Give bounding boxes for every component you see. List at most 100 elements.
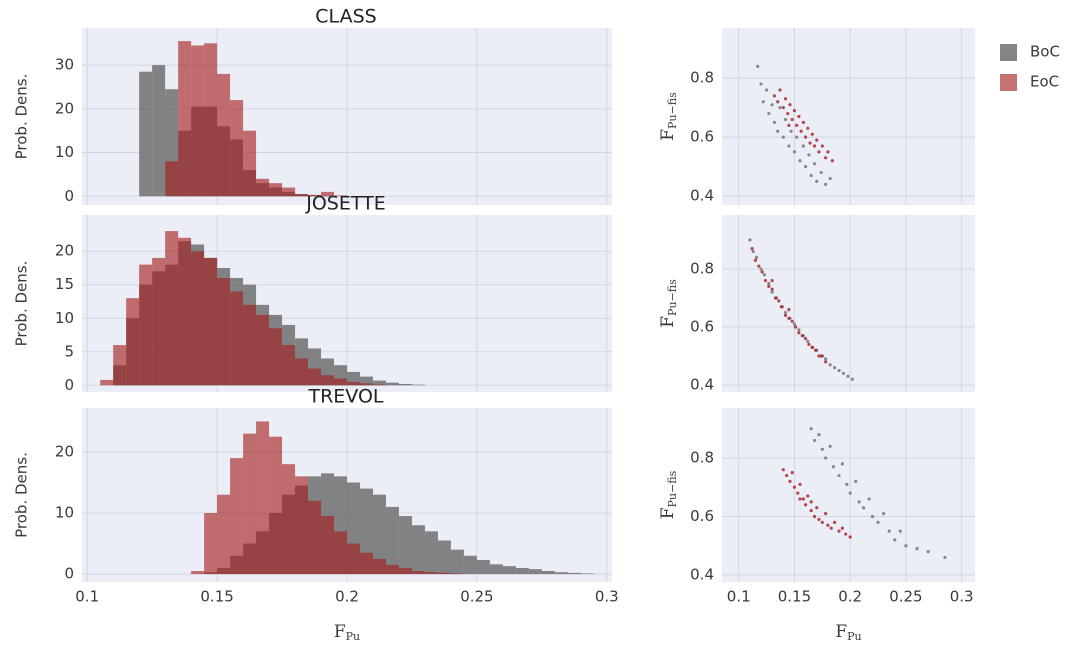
- scatter-point: [861, 506, 866, 510]
- scatter-point: [824, 156, 828, 160]
- y-tick-label: 0: [64, 187, 74, 205]
- histogram-bar: [541, 571, 555, 575]
- scatter-point: [809, 427, 813, 431]
- scatter-point: [887, 529, 891, 533]
- scatter-point: [797, 328, 801, 332]
- histogram-bar: [152, 65, 166, 197]
- scatter-point: [750, 247, 754, 251]
- axis-label: FPu−fis: [658, 470, 680, 519]
- axis-label: FPu: [334, 622, 360, 644]
- scatter-point: [777, 299, 781, 303]
- scatter-point: [814, 348, 818, 352]
- histogram-bar: [347, 543, 360, 575]
- scatter-point: [770, 278, 774, 283]
- axis-label-main: F: [658, 507, 678, 519]
- histogram-bar: [191, 251, 205, 386]
- scatter-point: [783, 313, 788, 317]
- x-tick-label: 0.25: [889, 588, 922, 606]
- scatter-point: [756, 64, 760, 68]
- x-tick-label: 0.2: [838, 588, 862, 606]
- scatter-point: [770, 290, 774, 294]
- scatter-point: [801, 497, 805, 501]
- scatter-point: [850, 377, 855, 381]
- scatter-point: [810, 345, 814, 349]
- scatter-point: [806, 494, 810, 498]
- scatter-point: [820, 447, 824, 451]
- scatter-point: [817, 517, 821, 522]
- scatter-point: [792, 485, 797, 489]
- histogram-bar: [359, 376, 373, 386]
- axis-label: FPu−fis: [658, 92, 680, 141]
- scatter-point: [857, 500, 861, 504]
- scatter-point: [831, 465, 836, 469]
- scatter-point: [824, 357, 828, 361]
- scatter-point: [770, 287, 774, 291]
- scatter-point: [767, 284, 771, 288]
- scatter-point: [824, 360, 828, 364]
- histogram-bar: [204, 513, 218, 575]
- scatter-point: [810, 132, 814, 136]
- scatter-point: [815, 179, 819, 183]
- scatter-point: [772, 94, 776, 98]
- histogram-bar: [243, 130, 257, 197]
- scatter-point: [844, 532, 848, 536]
- axis-label-sub: Pu−fis: [666, 92, 679, 129]
- axis-label-main: F: [658, 316, 678, 328]
- histogram-bar: [372, 380, 386, 386]
- histogram-bar: [139, 264, 153, 386]
- histogram-bar: [152, 257, 166, 386]
- scatter-point: [812, 162, 817, 166]
- chart-title: JOSETTE: [305, 193, 386, 215]
- scatter-point: [801, 120, 805, 124]
- scatter-point: [787, 307, 791, 312]
- histogram-bar: [554, 572, 568, 575]
- scatter-point: [789, 129, 793, 133]
- histogram-bar: [204, 43, 218, 197]
- histogram-bar: [243, 433, 257, 575]
- histogram-bar: [217, 494, 231, 575]
- scatter-point: [798, 159, 802, 163]
- histogram-bar: [139, 71, 153, 197]
- y-tick-label: 20: [55, 442, 74, 460]
- y-tick-label: 0: [64, 565, 74, 583]
- scatter-point: [830, 159, 834, 163]
- scatter-point: [809, 173, 813, 178]
- plot-background: [722, 28, 975, 205]
- y-tick-label: 0.4: [690, 565, 714, 583]
- y-tick-label: 10: [55, 309, 74, 327]
- scatter-point: [848, 535, 852, 539]
- histogram-bar: [243, 304, 257, 386]
- scatter-point: [837, 473, 841, 478]
- histogram-bar: [165, 231, 179, 386]
- histogram-bar: [308, 500, 322, 575]
- histogram-bar: [230, 100, 244, 197]
- scatter-point: [778, 88, 782, 92]
- scatter-point: [840, 526, 844, 530]
- scatter-point: [751, 249, 755, 254]
- scatter-point: [785, 473, 789, 478]
- histogram-bar: [334, 531, 347, 575]
- scatter-point: [787, 123, 791, 127]
- scatter-point: [760, 270, 764, 274]
- histogram-bar: [347, 381, 360, 386]
- x-tick-label: 0.1: [727, 588, 751, 606]
- y-tick-label: 0.4: [690, 376, 714, 394]
- y-tick-label: 20: [55, 99, 74, 117]
- scatter-point: [809, 509, 813, 513]
- scatter-point: [846, 374, 850, 378]
- x-tick-label: 0.25: [460, 588, 493, 606]
- histogram-bar: [372, 558, 386, 575]
- histogram-bar: [424, 572, 438, 575]
- plot-background: [722, 408, 975, 582]
- legend-label: BoC: [1030, 43, 1060, 61]
- scatter-point: [800, 334, 804, 338]
- scatter-point: [792, 150, 797, 154]
- chart-title: TREVOL: [307, 386, 383, 408]
- y-tick-label: 0.6: [690, 507, 714, 525]
- scatter-point: [832, 366, 837, 370]
- scatter-point: [817, 354, 821, 358]
- axis-label: FPu−fis: [658, 279, 680, 328]
- scatter-point: [803, 337, 808, 341]
- scatter-point: [781, 106, 785, 110]
